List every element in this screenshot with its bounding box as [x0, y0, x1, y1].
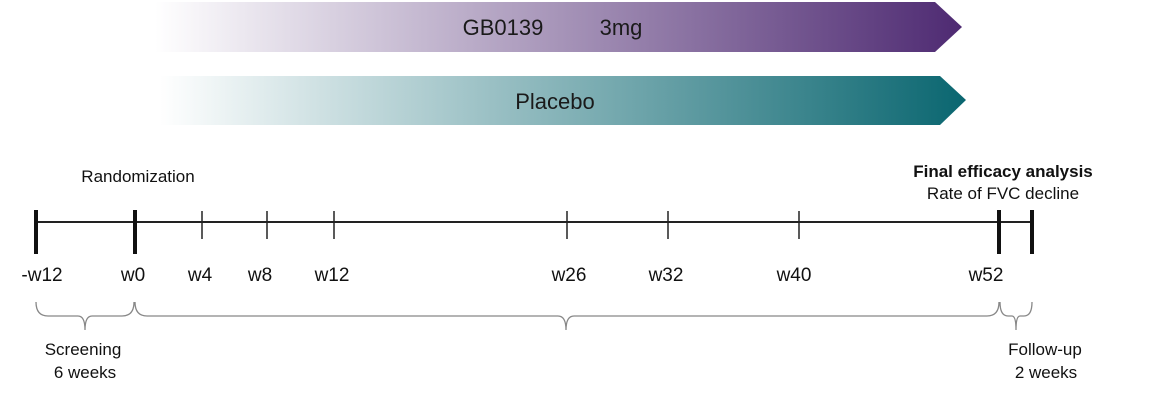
tick-label-w0: w0	[120, 265, 145, 286]
screening-brace	[35, 301, 135, 331]
tick-label-w32: w32	[648, 265, 684, 286]
tick-label-minus-w12: -w12	[21, 265, 62, 286]
screening-duration: 6 weeks	[54, 363, 116, 382]
screening-label: Screening	[45, 340, 122, 359]
tick-label-w52: w52	[968, 265, 1004, 286]
final-analysis-title: Final efficacy analysis	[913, 162, 1093, 181]
randomization-label: Randomization	[81, 167, 194, 186]
followup-duration: 2 weeks	[1015, 363, 1077, 382]
tick-label-w8: w8	[247, 265, 272, 286]
drug-arm-dose: 3mg	[600, 15, 643, 40]
followup-brace	[999, 301, 1033, 331]
placebo-arm-label: Placebo	[515, 89, 595, 114]
placebo-arm-arrow	[160, 76, 966, 125]
tick-label-w12: w12	[314, 265, 350, 286]
tick-label-w4: w4	[187, 265, 213, 286]
tick-label-w40: w40	[776, 265, 812, 286]
followup-label: Follow-up	[1008, 340, 1082, 359]
treatment-brace	[134, 301, 1000, 331]
final-analysis-subtitle: Rate of FVC decline	[927, 184, 1079, 203]
drug-arm-name: GB0139	[463, 15, 544, 40]
drug-arm-arrow	[155, 2, 962, 52]
tick-label-w26: w26	[551, 265, 587, 286]
